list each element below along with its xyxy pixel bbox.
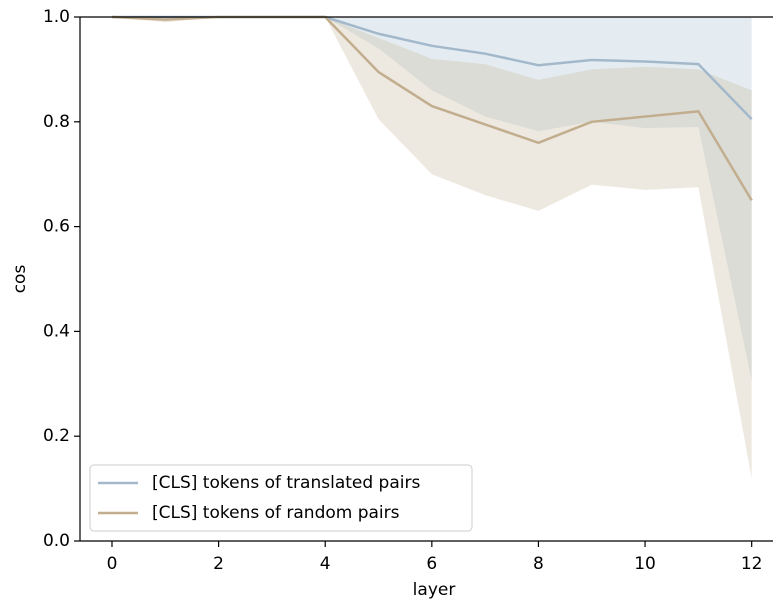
y-tick-label: 1.0 xyxy=(43,7,70,27)
x-tick-label: 8 xyxy=(533,554,544,574)
legend-box xyxy=(89,464,473,532)
x-tick-label: 10 xyxy=(634,554,656,574)
y-tick-label: 0.0 xyxy=(43,531,70,551)
x-tick-label: 2 xyxy=(213,554,224,574)
legend-label: [CLS] tokens of random pairs xyxy=(152,503,400,523)
x-tick-label: 6 xyxy=(426,554,437,574)
x-tick-label: 4 xyxy=(320,554,331,574)
legend-label: [CLS] tokens of translated pairs xyxy=(152,473,420,493)
band xyxy=(111,17,752,381)
y-tick-label: 0.6 xyxy=(43,217,70,237)
y-tick-label: 0.2 xyxy=(43,426,70,446)
y-tick-label: 0.4 xyxy=(43,321,70,341)
x-tick-label: 12 xyxy=(741,554,763,574)
x-axis-label: layer xyxy=(413,580,456,600)
y-tick-label: 0.8 xyxy=(43,112,70,132)
x-tick-label: 0 xyxy=(107,554,118,574)
y-axis-label: cos xyxy=(10,265,30,294)
band xyxy=(111,17,752,479)
